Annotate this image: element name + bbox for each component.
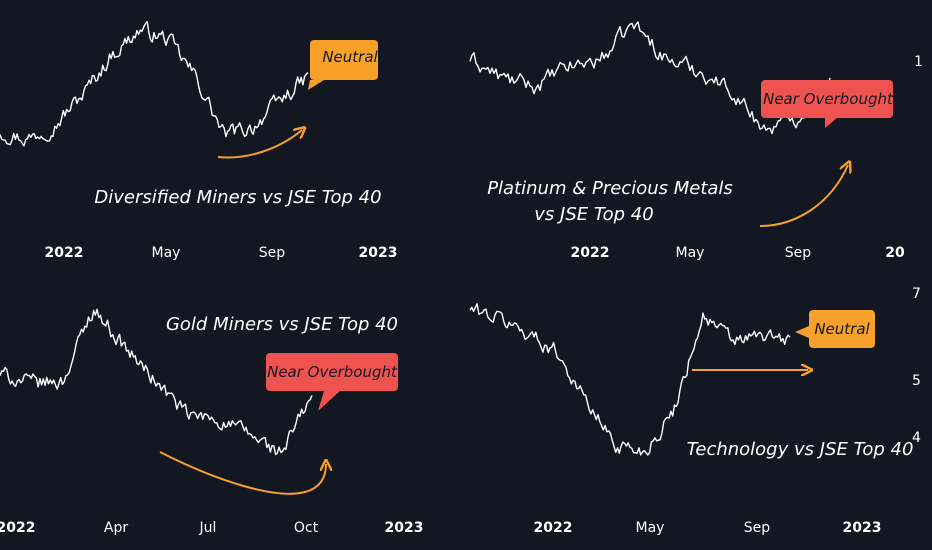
annotation-label: Near Overbought [763,90,894,108]
trend-arrow [159,451,326,495]
x-tick-label: 2023 [843,520,882,536]
y-tick-label: 1 [914,54,923,70]
panel-title: Diversified Miners vs JSE Top 40 [94,187,381,208]
annotation-bubble: Neutral [795,310,875,348]
series-line [0,308,313,456]
panel-platinum-precious-metals: Near Overbought Platinum & Precious Meta… [469,21,923,261]
series-line [469,21,831,135]
x-tick-label: 2023 [385,520,424,536]
x-tick-label: Sep [785,245,812,261]
x-tick-label: Sep [744,520,771,536]
x-tick-label: Oct [294,520,319,536]
panel-title-line-2: vs JSE Top 40 [534,204,653,225]
panel-gold-miners: Near Overbought Gold Miners vs JSE Top 4… [0,308,424,536]
y-tick-label: 5 [912,373,921,389]
annotation-label: Neutral [814,320,870,338]
panel-diversified-miners: Neutral Diversified Miners vs JSE Top 40… [0,21,398,261]
x-tick-label: Apr [104,520,128,536]
annotation-label: Near Overbought [267,363,398,381]
panel-title-line-1: Platinum & Precious Metals [487,178,733,199]
y-tick-label: 4 [912,430,921,446]
annotation-bubble: Near Overbought [266,353,398,411]
panel-technology: Neutral Technology vs JSE Top 40 2022 Ma… [469,286,921,536]
series-line [469,303,791,456]
x-tick-label: 20 [885,245,905,261]
panel-title: Technology vs JSE Top 40 [687,439,914,460]
annotation-bubble: Neutral [308,40,379,90]
trend-arrow [759,165,848,227]
annotation-bubble: Near Overbought [761,80,894,128]
x-tick-label: 2022 [571,245,610,261]
x-tick-label: 2022 [45,245,84,261]
x-tick-label: May [636,520,665,536]
trend-arrow [217,130,302,159]
series-line [0,21,309,147]
annotation-label: Neutral [322,48,378,66]
x-tick-label: Sep [259,245,286,261]
x-tick-label: 2022 [0,520,35,536]
y-tick-label: 7 [912,286,921,302]
x-tick-label: 2022 [534,520,573,536]
x-tick-label: May [676,245,705,261]
panel-title: Gold Miners vs JSE Top 40 [166,314,398,335]
x-tick-label: 2023 [359,245,398,261]
x-tick-label: Jul [199,520,217,536]
x-tick-label: May [152,245,181,261]
